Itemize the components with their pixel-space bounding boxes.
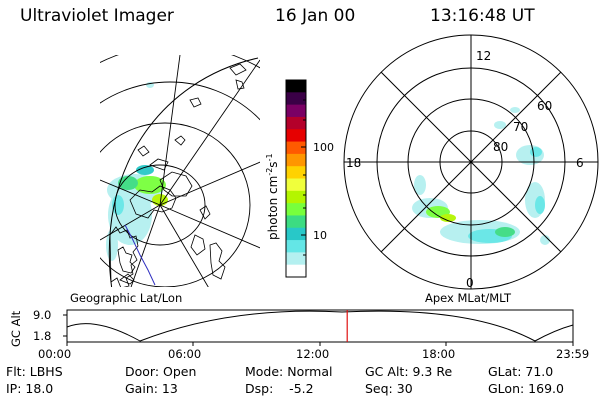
meridian-grid [100,55,260,287]
color-bar-segment [286,104,306,118]
color-bar-segment [286,203,306,217]
status-dsp: Dsp: -5.2 [245,381,314,396]
mlat-label-80: 80 [493,140,508,154]
unit-sup-2: -1 [265,153,274,161]
globe-limb [108,57,259,287]
timeline-ytick-9: 9.0 [33,308,51,322]
left-panel-caption: Geographic Lat/Lon [70,291,182,305]
unit-mid: s [266,161,280,167]
left-aurora-emission [106,82,168,261]
mlt-label-6: 6 [576,156,584,170]
color-bar-frame [285,79,307,278]
color-bar-unit: photon cm-2s-1 [265,153,280,240]
mlt-label-0: 0 [466,276,474,290]
mlat-label-60: 60 [537,99,552,113]
polar-aurora-emission [412,107,550,245]
date-label: 16 Jan 00 [275,6,356,26]
time-label: 13:16:48 UT [430,6,535,26]
color-bar-segment [286,129,306,143]
coastlines [109,63,247,287]
timeline-ytick-1: 1.8 [33,329,51,343]
polar-grid [343,34,599,290]
altitude-curve [66,310,574,342]
timeline-frame [66,309,574,343]
color-bar-segment [286,166,306,180]
status-glat: GLat: 71.0 [488,364,554,379]
color-bar-segment [286,80,306,93]
color-bar-segment [286,92,306,106]
status-mode: Mode: Normal [245,364,333,379]
color-bar-segment [286,116,306,130]
timeline-xtick-1800: 18:00 [422,347,455,361]
status-seq: Seq: 30 [365,381,413,396]
right-panel-caption: Apex MLat/MLT [425,291,512,305]
mlat-label-70: 70 [513,120,528,134]
timeline-ylabel: GC Alt [9,310,23,347]
timeline-xtick-2359: 23:59 [556,347,589,361]
ground-track [124,224,156,286]
status-gain: Gain: 13 [125,381,178,396]
color-bar-segment [286,178,306,192]
unit-sup-1: -2 [265,168,274,176]
geographic-map-panel [100,55,260,287]
color-bar-segment [286,141,306,155]
timeline-ticks [63,314,574,346]
timeline-xtick-1200: 12:00 [296,347,329,361]
status-glon: GLon: 169.0 [488,381,564,396]
status-gc-alt: GC Alt: 9.3 Re [365,364,453,379]
status-filter: Flt: LBHS [6,364,63,379]
mlt-label-12: 12 [476,49,491,63]
latitude-grid [100,55,260,287]
polar-plot-panel: 12 18 6 0 60 70 80 [343,34,599,290]
color-bar-ticks [301,99,306,256]
instrument-title: Ultraviolet Imager [20,6,174,26]
status-ip: IP: 18.0 [6,381,54,396]
color-bar-segment [286,190,306,204]
color-bar-segment [286,264,306,278]
color-bar-segment [286,240,306,253]
unit-main: photon cm [266,176,280,240]
color-bar-segment [286,215,306,229]
timeline-xtick-0600: 06:00 [168,347,201,361]
orbit-timeline: GC Alt 9.0 1.8 00:00 06:00 12:00 18:00 2… [9,308,589,361]
color-bar-segment [286,227,306,241]
color-bar-segment [286,153,306,167]
color-bar [286,80,306,278]
timeline-xtick-0000: 00:00 [38,347,71,361]
color-bar-segment [286,252,306,266]
mlt-label-18: 18 [346,156,361,170]
color-bar-tick-100: 100 [313,141,334,154]
color-bar-tick-10: 10 [313,229,327,242]
status-door: Door: Open [125,364,197,379]
